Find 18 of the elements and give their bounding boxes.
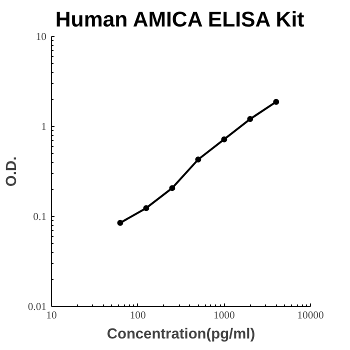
y-tick-label: 1 (41, 122, 46, 133)
x-axis-title: Concentration(pg/ml) (106, 326, 256, 342)
point (143, 205, 150, 212)
point (169, 185, 176, 192)
x-tick-label: 100 (130, 310, 146, 322)
y-tick-label: 0.01 (28, 302, 47, 313)
chart-title: Human AMICA ELISA Kit (55, 8, 304, 32)
x-tick-label: 10000 (297, 310, 324, 322)
y-tick-label: 0.1 (33, 212, 47, 223)
point (273, 98, 280, 105)
y-tick-label: 10 (36, 32, 46, 43)
y-axis-title: O.D. (4, 156, 20, 187)
point (195, 156, 202, 162)
x-tick-label: 1000 (214, 310, 235, 322)
point (221, 136, 228, 142)
point (247, 116, 254, 122)
x-tick-label: 10 (46, 310, 57, 322)
point (117, 220, 124, 226)
